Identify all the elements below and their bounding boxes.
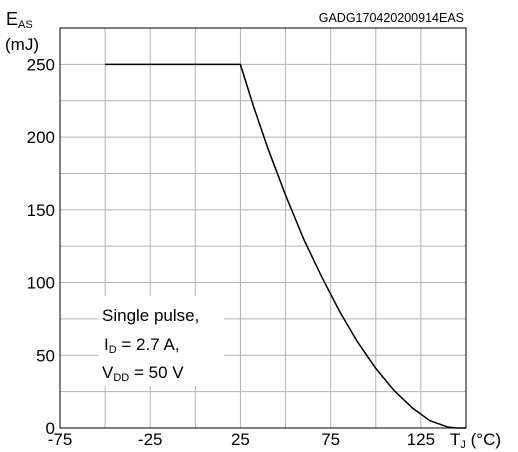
annotation-background [98,296,224,386]
series-line-1 [105,63,466,429]
y-axis-label-main: E [6,9,18,29]
x-axis-label-main: T [450,430,460,449]
x-tick-label: 125 [407,430,435,449]
annotation-id-sub: D [109,344,117,356]
y-tick-label: 250 [27,55,55,74]
annotation-line-3: VDD = 50 V [102,363,184,384]
y-tick-label: 0 [46,419,55,438]
y-axis-label: EAS [6,9,33,31]
y-tick-label: 200 [27,128,55,147]
series-marks [105,63,466,429]
annotation-vdd-rest: = 50 V [129,363,184,382]
annotation-line-1: Single pulse, [102,306,199,325]
annotation-id-main: I [104,335,109,354]
y-axis-unit: (mJ) [5,35,39,54]
y-tick-label: 100 [27,274,55,293]
annotation-vdd-sub: DD [113,372,129,384]
x-tick-label: -25 [138,430,163,449]
x-axis-label: TJ (°C) [450,430,501,451]
x-tick-label: 75 [321,430,340,449]
y-tick-label: 50 [36,346,55,365]
y-tick-label: 150 [27,201,55,220]
annotation-id-rest: = 2.7 A, [117,335,180,354]
x-tick-label: -75 [48,430,73,449]
tick-labels: -75 -25 25 75 125 0 50 100 150 200 250 [27,55,435,449]
y-axis-label-sub: AS [18,19,33,31]
chart-code-label: GADG170420200914EAS [319,11,464,25]
annotation-line-2: ID = 2.7 A, [104,335,180,356]
x-axis-label-unit: (°C) [466,430,501,449]
x-tick-label: 25 [231,430,250,449]
annotation-vdd-main: V [102,363,114,382]
plot-frame [59,27,467,429]
x-axis-label-sub: J [460,439,466,451]
annotation: Single pulse, ID = 2.7 A, VDD = 50 V [102,306,199,384]
